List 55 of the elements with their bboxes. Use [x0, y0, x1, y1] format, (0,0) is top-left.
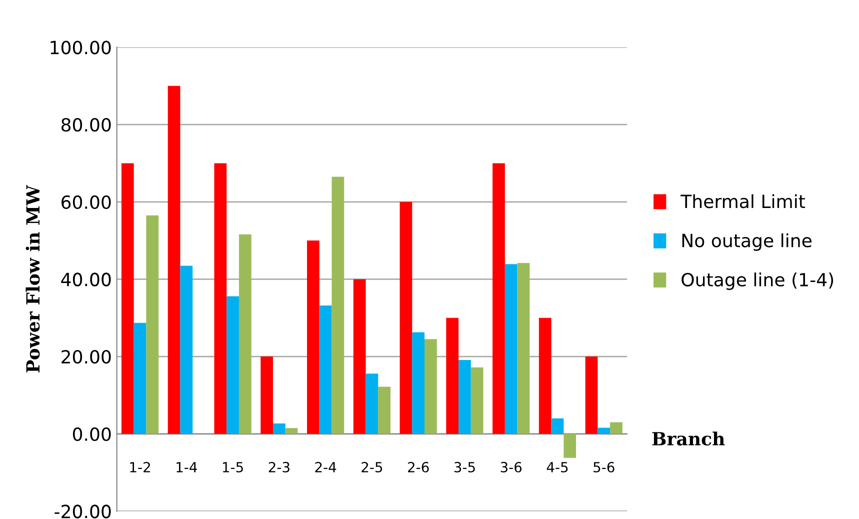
y-tick-label: 40.00 — [61, 272, 111, 286]
bar — [260, 356, 273, 434]
bar — [307, 240, 320, 434]
bar — [272, 423, 286, 434]
bar — [285, 428, 298, 434]
y-axis-title: Power Flow in MW — [26, 184, 40, 372]
y-tick-label: -20.00 — [54, 504, 111, 518]
bar — [504, 264, 518, 434]
y-tick-label: 100.00 — [50, 40, 111, 54]
bar — [585, 356, 598, 434]
bar — [564, 434, 576, 458]
x-tick-label: 5-6 — [594, 462, 614, 472]
bar — [366, 374, 378, 434]
legend-label: Thermal Limit — [680, 194, 806, 208]
bar — [517, 262, 530, 434]
bar — [400, 202, 412, 434]
bar — [610, 422, 622, 434]
bar — [424, 339, 437, 434]
x-tick-label: 4-5 — [546, 462, 568, 472]
bar — [458, 360, 471, 434]
y-tick-label: 60.00 — [62, 195, 111, 210]
x-tick-label: 2-5 — [362, 462, 382, 472]
bar — [214, 163, 227, 434]
bar — [446, 318, 459, 434]
bar — [121, 163, 134, 434]
x-tick-label: 3-5 — [454, 462, 475, 472]
x-tick-label: 1-4 — [176, 462, 197, 472]
x-tick-label: 2-6 — [408, 462, 429, 472]
bar — [332, 176, 344, 434]
y-tick-label: 0.00 — [72, 427, 111, 441]
x-axis-title: Branch — [652, 432, 725, 446]
bar — [146, 215, 159, 434]
x-tick-label: 3-6 — [500, 462, 522, 472]
y-tick-label: 80.00 — [62, 118, 111, 132]
x-tick-label: 2-4 — [315, 462, 336, 472]
bar — [378, 386, 390, 434]
bar — [238, 234, 252, 434]
x-tick-label: 2-3 — [268, 462, 290, 472]
bar — [412, 332, 425, 434]
x-tick-label: 1-2 — [130, 462, 150, 472]
y-tick-label: 20.00 — [62, 350, 111, 364]
bar — [551, 418, 564, 434]
bar — [134, 322, 146, 434]
legend-label: No outage line — [682, 233, 812, 251]
bar — [180, 266, 193, 434]
bar — [538, 318, 552, 434]
x-tick-label: 1-5 — [222, 462, 243, 472]
bar — [470, 367, 484, 434]
bar — [168, 86, 180, 434]
bar — [598, 428, 610, 434]
bar — [319, 306, 332, 434]
legend-label: Outage line (1-4) — [682, 272, 834, 290]
bar — [353, 279, 366, 434]
bar — [492, 163, 505, 434]
bar — [226, 296, 239, 434]
